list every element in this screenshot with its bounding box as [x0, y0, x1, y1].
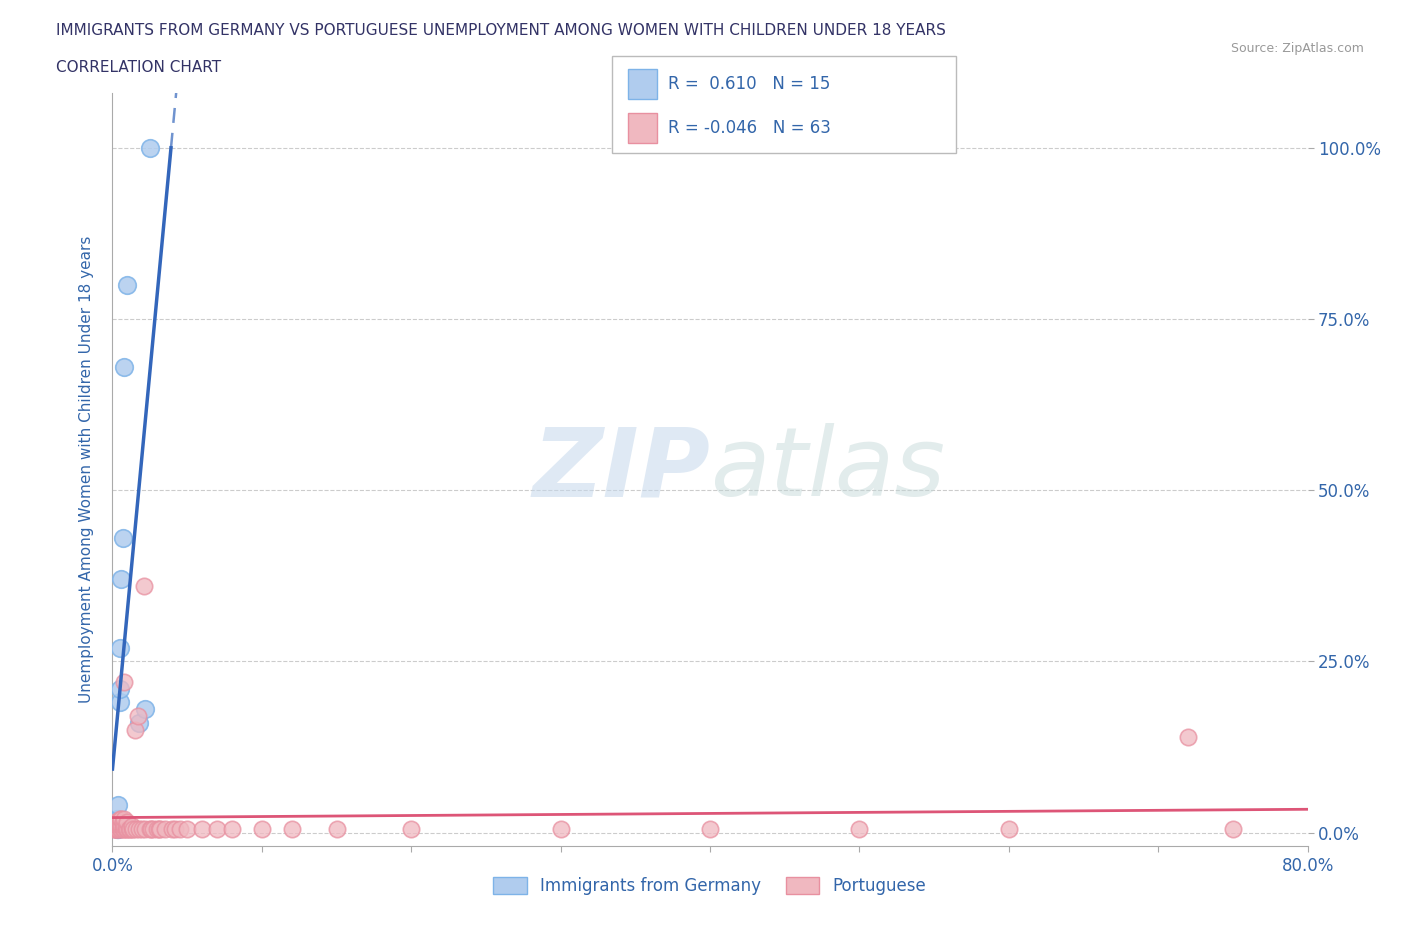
Point: [127, 709, 149, 724]
Point: [148, 822, 170, 837]
Point: [134, 702, 156, 717]
Point: [1222, 822, 1244, 837]
Point: [117, 277, 139, 292]
Point: [114, 360, 135, 375]
Point: [108, 695, 131, 710]
Point: [103, 822, 125, 837]
Point: [122, 822, 145, 837]
Point: [120, 822, 142, 837]
Point: [132, 578, 155, 593]
Point: [848, 822, 870, 837]
Point: [107, 822, 129, 837]
Point: [165, 822, 187, 837]
Point: [998, 822, 1021, 837]
Point: [169, 822, 191, 837]
Point: [131, 822, 153, 837]
Point: [128, 715, 150, 730]
Legend: Immigrants from Germany, Portuguese: Immigrants from Germany, Portuguese: [486, 870, 934, 902]
Point: [125, 822, 148, 837]
Point: [111, 815, 134, 830]
Point: [139, 822, 162, 837]
Point: [128, 822, 150, 837]
Point: [117, 822, 139, 837]
Point: [105, 822, 128, 837]
Point: [107, 822, 129, 837]
Point: [107, 818, 129, 833]
Point: [401, 822, 423, 837]
Point: [114, 674, 135, 689]
Point: [105, 815, 128, 830]
Point: [162, 822, 183, 837]
Point: [699, 822, 721, 837]
Point: [104, 815, 127, 830]
Point: [114, 812, 135, 827]
Point: [108, 640, 131, 655]
Text: R =  0.610   N = 15: R = 0.610 N = 15: [668, 74, 830, 93]
Point: [141, 822, 163, 837]
Text: R = -0.046   N = 63: R = -0.046 N = 63: [668, 119, 831, 138]
Point: [105, 818, 128, 833]
Point: [139, 140, 162, 155]
Point: [142, 822, 165, 837]
Y-axis label: Unemployment Among Women with Children Under 18 years: Unemployment Among Women with Children U…: [79, 236, 94, 703]
Text: IMMIGRANTS FROM GERMANY VS PORTUGUESE UNEMPLOYMENT AMONG WOMEN WITH CHILDREN UND: IMMIGRANTS FROM GERMANY VS PORTUGUESE UN…: [56, 23, 946, 38]
Point: [121, 818, 143, 833]
Point: [108, 812, 131, 827]
Point: [115, 818, 138, 833]
Point: [111, 531, 134, 546]
Point: [134, 822, 156, 837]
Point: [124, 723, 146, 737]
Point: [121, 822, 143, 837]
Point: [111, 822, 134, 837]
Point: [108, 818, 131, 833]
Point: [115, 822, 138, 837]
Point: [146, 822, 169, 837]
Point: [1177, 729, 1199, 744]
Text: atlas: atlas: [710, 423, 945, 516]
Text: CORRELATION CHART: CORRELATION CHART: [56, 60, 221, 75]
Point: [221, 822, 243, 837]
Point: [114, 822, 135, 837]
Point: [153, 822, 176, 837]
Point: [104, 822, 127, 837]
Point: [110, 818, 132, 833]
Point: [108, 682, 131, 697]
Point: [191, 822, 214, 837]
Point: [111, 818, 134, 833]
Point: [108, 822, 131, 837]
Point: [110, 812, 132, 827]
Point: [176, 822, 198, 837]
Point: [205, 822, 228, 837]
Point: [105, 812, 128, 827]
Point: [107, 812, 129, 827]
Point: [107, 798, 129, 813]
Point: [550, 822, 572, 837]
Point: [250, 822, 273, 837]
Point: [117, 815, 139, 830]
Point: [105, 822, 128, 837]
Point: [105, 822, 128, 837]
Point: [110, 572, 132, 587]
Point: [325, 822, 347, 837]
Point: [118, 822, 141, 837]
Text: Source: ZipAtlas.com: Source: ZipAtlas.com: [1230, 42, 1364, 55]
Text: ZIP: ZIP: [531, 423, 710, 516]
Point: [110, 822, 132, 837]
Point: [114, 818, 135, 833]
Point: [149, 822, 172, 837]
Point: [104, 822, 127, 837]
Point: [281, 822, 304, 837]
